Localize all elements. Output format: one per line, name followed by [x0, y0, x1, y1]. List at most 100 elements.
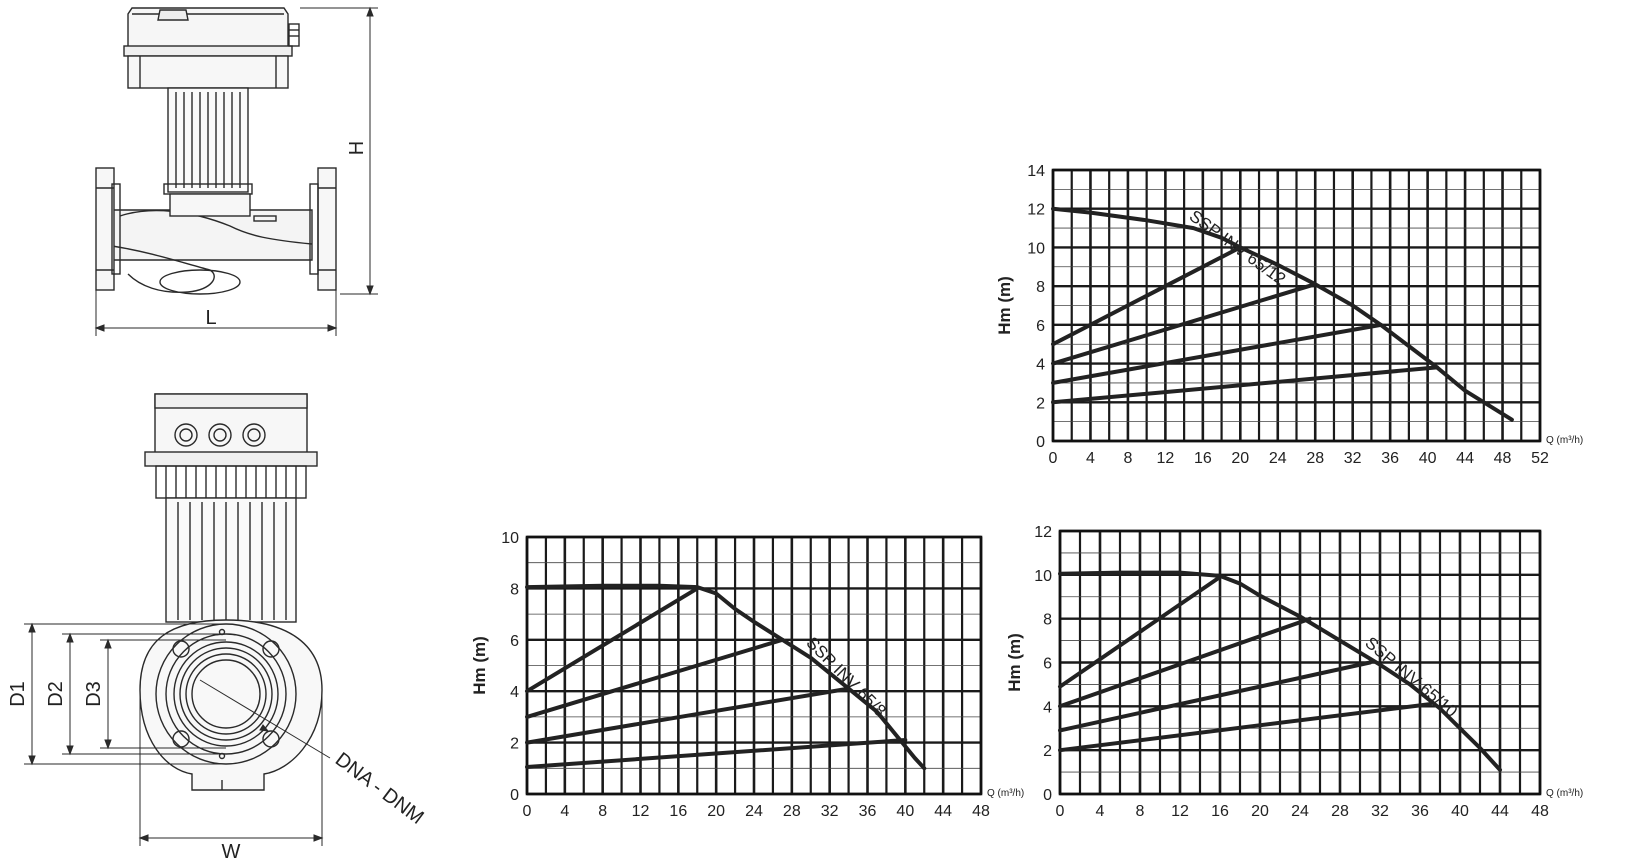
x-tick-label: 40	[1451, 803, 1469, 820]
dimension-d3-label: D3	[83, 681, 105, 707]
x-axis-label: Q (m³/h)	[987, 788, 1024, 799]
x-tick-label: 20	[1231, 450, 1249, 467]
y-tick-label: 8	[1036, 279, 1045, 296]
y-axis-label: Hm (m)	[470, 636, 489, 695]
dimension-d2-label: D2	[45, 681, 67, 707]
y-tick-label: 14	[1027, 163, 1045, 180]
pump-volute	[95, 167, 337, 295]
dimension-d1-label: D1	[7, 681, 29, 707]
y-tick-label: 2	[1036, 395, 1045, 412]
y-tick-label: 4	[1043, 699, 1052, 716]
system-curve-line	[1051, 322, 1383, 385]
curve-label: SSP INV 65/8	[802, 633, 889, 720]
x-tick-label: 0	[1049, 450, 1058, 467]
dimension-h	[300, 6, 378, 296]
y-tick-label: 0	[1036, 434, 1045, 451]
dimension-l-label: L	[205, 307, 216, 329]
system-curve-line	[525, 586, 700, 694]
system-curve-line	[1051, 365, 1439, 405]
y-tick-label: 6	[1036, 318, 1045, 335]
x-tick-label: 44	[1491, 803, 1509, 820]
x-tick-label: 24	[745, 803, 763, 820]
system-curve-line	[1051, 282, 1318, 366]
plot-frame	[1058, 529, 1542, 796]
x-tick-label: 16	[669, 803, 687, 820]
x-tick-label: 32	[1371, 803, 1389, 820]
chart-ssp-inv-65-12: 0 4 8 12 16 20 24 28 32 36 40 44 48 5202468101214SSP …	[995, 163, 1583, 467]
y-tick-label: 12	[1027, 202, 1045, 219]
x-tick-label: 12	[1171, 803, 1189, 820]
y-tick-label: 12	[1034, 524, 1052, 541]
y-tick-label: 2	[510, 736, 519, 753]
dimension-dna-label: DNA - DNM	[331, 748, 428, 828]
x-tick-label: 8	[598, 803, 607, 820]
x-tick-label: 36	[1381, 450, 1399, 467]
y-tick-label: 6	[1043, 656, 1052, 673]
system-curve-line	[525, 686, 851, 745]
dimension-h-label: H	[346, 141, 368, 155]
x-tick-label: 40	[1419, 450, 1437, 467]
plot-frame	[1051, 168, 1542, 443]
dimension-l	[94, 290, 338, 336]
x-tick-label: 52	[1531, 450, 1549, 467]
y-tick-label: 10	[1027, 240, 1045, 257]
x-tick-label: 36	[859, 803, 877, 820]
x-tick-label: 48	[1531, 803, 1549, 820]
x-tick-label: 28	[1331, 803, 1349, 820]
motor-fins	[163, 87, 253, 195]
d-dimensions	[24, 622, 331, 846]
x-tick-label: 28	[783, 803, 801, 820]
y-tick-label: 10	[1034, 568, 1052, 585]
x-tick-label: 8	[1136, 803, 1145, 820]
pump-front-view	[24, 393, 331, 846]
pump-performance-curve	[1051, 206, 1514, 422]
x-tick-label: 8	[1123, 450, 1132, 467]
x-tick-label: 0	[1056, 803, 1065, 820]
control-box	[123, 7, 300, 89]
y-tick-label: 8	[1043, 612, 1052, 629]
x-tick-label: 44	[934, 803, 952, 820]
x-tick-label: 20	[707, 803, 725, 820]
x-tick-label: 16	[1211, 803, 1229, 820]
x-tick-label: 40	[896, 803, 914, 820]
y-tick-label: 10	[501, 530, 519, 547]
x-tick-label: 12	[632, 803, 650, 820]
y-axis-label: Hm (m)	[1005, 633, 1024, 692]
y-tick-label: 8	[510, 581, 519, 598]
y-tick-label: 0	[1043, 787, 1052, 804]
x-axis-label: Q (m³/h)	[1546, 435, 1583, 446]
system-curve-line	[1058, 575, 1222, 689]
x-tick-label: 4	[1096, 803, 1105, 820]
y-tick-label: 2	[1043, 743, 1052, 760]
x-axis-label: Q (m³/h)	[1546, 788, 1583, 799]
x-tick-label: 48	[1494, 450, 1512, 467]
x-tick-label: 48	[972, 803, 990, 820]
x-tick-label: 32	[1344, 450, 1362, 467]
x-tick-label: 24	[1269, 450, 1287, 467]
x-tick-label: 0	[523, 803, 532, 820]
x-tick-label: 20	[1251, 803, 1269, 820]
y-tick-label: 4	[1036, 357, 1045, 374]
x-tick-label: 4	[560, 803, 569, 820]
y-tick-label: 6	[510, 633, 519, 650]
x-tick-label: 36	[1411, 803, 1429, 820]
dimension-w-label: W	[222, 841, 241, 863]
x-tick-label: 12	[1156, 450, 1174, 467]
y-tick-label: 4	[510, 684, 519, 701]
x-tick-label: 4	[1086, 450, 1095, 467]
system-curve-line	[1051, 245, 1243, 347]
x-tick-label: 24	[1291, 803, 1309, 820]
x-tick-label: 32	[821, 803, 839, 820]
system-curve-line	[1058, 660, 1372, 733]
y-axis-label: Hm (m)	[995, 276, 1014, 335]
system-curve-line	[1058, 702, 1432, 753]
pump-performance-curve	[525, 583, 927, 771]
front-control-box	[144, 393, 318, 467]
x-tick-label: 28	[1306, 450, 1324, 467]
system-curve-line	[525, 637, 785, 719]
plot-frame	[525, 535, 983, 796]
system-curve-line	[1058, 616, 1312, 709]
x-tick-label: 44	[1456, 450, 1474, 467]
